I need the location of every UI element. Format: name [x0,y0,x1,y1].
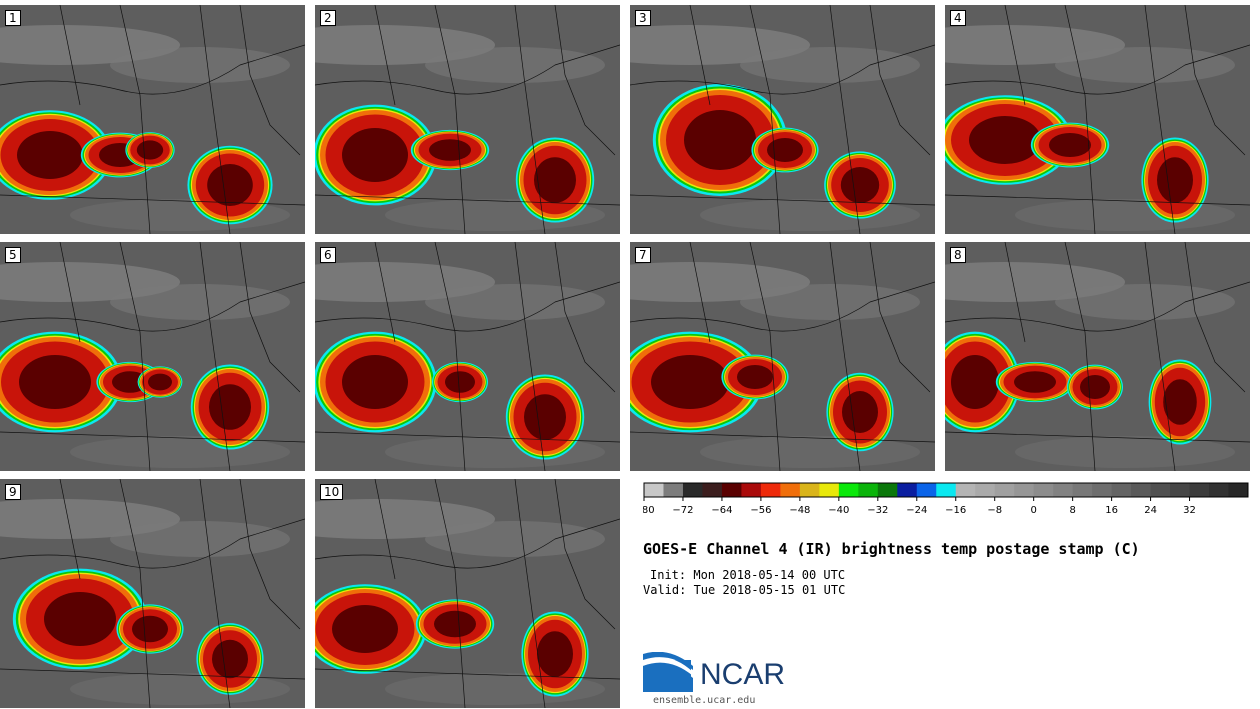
colorbar-swatch [1170,483,1191,497]
map-panel-3: 3 [630,5,935,234]
colorbar-swatch [936,483,957,497]
colorbar-swatch [644,483,664,497]
colorbar-swatch [1092,483,1113,497]
logo-wordmark: NCAR [700,658,786,691]
ir-map [945,242,1250,471]
panel-number: 10 [320,484,344,500]
map-panel-8: 8 [945,242,1250,471]
map-panel-9: 9 [0,479,305,708]
colorbar-tick-label: −48 [789,505,810,516]
colorbar-swatch [1033,483,1054,497]
map-panel-10: 10 [315,479,620,708]
ir-map [630,242,935,471]
panel-number: 9 [5,484,21,500]
panel-number: 4 [950,10,966,26]
logo-url[interactable]: ensemble.ucar.edu [653,695,756,706]
colorbar-swatch [858,483,879,497]
map-panel-7: 7 [630,242,935,471]
map-panel-2: 2 [315,5,620,234]
colorbar-swatch [955,483,976,497]
ir-map [0,242,305,471]
ncar-logo-icon [643,652,693,692]
colorbar-swatch [1189,483,1210,497]
map-panel-5: 5 [0,242,305,471]
colorbar-swatch [1072,483,1093,497]
colorbar-swatch [1209,483,1230,497]
colorbar-tick-label: −8 [987,505,1002,516]
colorbar-tick-label: 0 [1030,505,1036,516]
colorbar-swatch [741,483,762,497]
colorbar-swatch [1111,483,1132,497]
colorbar-swatch [916,483,937,497]
colorbar-border [643,482,1249,498]
map-panel-4: 4 [945,5,1250,234]
colorbar-tick-label: −56 [750,505,771,516]
colorbar-tick-label: −32 [867,505,888,516]
colorbar-tick-label: 24 [1144,505,1157,516]
colorbar-swatch [1228,483,1249,497]
colorbar-tick-label: 32 [1183,505,1196,516]
colorbar-tick-label: 16 [1105,505,1118,516]
colorbar-swatch [975,483,996,497]
ir-map [315,5,620,234]
colorbar-tick-label: −64 [711,505,732,516]
ir-map [315,242,620,471]
valid-time: Valid: Tue 2018-05-15 01 UTC [643,583,846,597]
colorbar-swatch [799,483,820,497]
colorbar-swatch [1014,483,1035,497]
colorbar-swatch [780,483,801,497]
colorbar-swatch [1131,483,1152,497]
colorbar-tick-label: −24 [906,505,927,516]
colorbar-swatch [721,483,742,497]
colorbar-swatch [994,483,1015,497]
colorbar-swatch [838,483,859,497]
ir-map [630,5,935,234]
panel-number: 7 [635,247,651,263]
ir-map [945,5,1250,234]
init-time: Init: Mon 2018-05-14 00 UTC [650,568,846,582]
ir-map [0,5,305,234]
ir-map [0,479,305,708]
colorbar-swatch [1150,483,1171,497]
colorbar-swatch [877,483,898,497]
colorbar-swatch [760,483,781,497]
panel-number: 2 [320,10,336,26]
map-panel-1: 1 [0,5,305,234]
colorbar-tick-label: 8 [1069,505,1075,516]
colorbar-tick-label: −16 [945,505,966,516]
panel-number: 6 [320,247,336,263]
colorbar-swatch [819,483,840,497]
colorbar-swatch [897,483,918,497]
ir-map [315,479,620,708]
colorbar-tick-label: −72 [672,505,693,516]
colorbar-tick-label: −40 [828,505,849,516]
panel-number: 1 [5,10,21,26]
panel-number: 3 [635,10,651,26]
colorbar-swatch [1053,483,1074,497]
colorbar-swatch [702,483,723,497]
panel-number: 8 [950,247,966,263]
panel-number: 5 [5,247,21,263]
map-panel-6: 6 [315,242,620,471]
colorbar-swatch [682,483,703,497]
figure-title: GOES-E Channel 4 (IR) brightness temp po… [643,540,1140,558]
colorbar-tick-label: −80 [643,505,655,516]
colorbar-swatch [663,483,684,497]
